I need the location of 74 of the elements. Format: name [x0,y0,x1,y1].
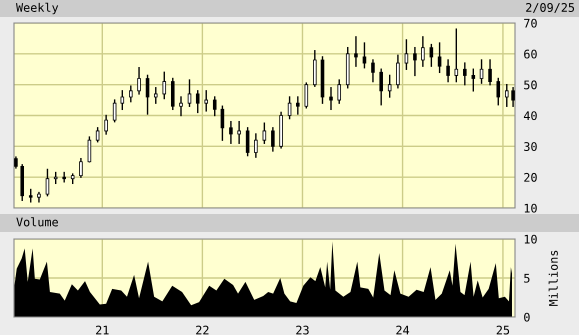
candlestick [212,96,217,116]
candlestick [438,42,442,74]
candlestick [354,36,358,67]
x-tick-label: 23 [296,326,309,335]
candlestick [154,87,158,104]
y-axis-title: Millions [548,250,558,306]
candlestick [37,192,41,203]
candlestick [472,68,476,92]
candlestick [396,54,400,88]
candlestick [254,133,258,158]
x-tick-label: 25 [496,326,510,335]
candlestick [196,90,200,114]
candlestick [54,172,58,184]
x-tick-label: 24 [396,326,410,334]
candlestick [179,96,183,116]
candlestick [271,127,275,152]
candlestick [288,96,292,120]
candlestick [262,122,266,144]
candlestick [14,156,18,169]
candlestick [421,36,425,67]
candlestick [46,168,50,196]
x-tick-label: 22 [196,326,208,334]
y-tick-label: 50 [524,80,537,90]
candlestick [220,106,224,141]
candlestick [229,120,233,144]
y-tick-label: 30 [524,142,537,152]
candlestick [88,136,92,162]
candlestick [511,87,515,107]
candlestick [70,173,74,184]
candlestick [188,79,192,107]
candlestick [296,96,300,115]
candlestick [463,62,467,86]
candlestick [246,127,250,156]
candlestick [488,59,492,86]
chart-title: Weekly [16,2,58,14]
candlestick [112,99,116,122]
chart-title: Volume [16,217,58,226]
candlestick [388,74,392,98]
candlestick [404,39,408,70]
candlestick [446,59,450,82]
y-tick-label: 10 [524,204,537,213]
candlestick [504,84,509,107]
candlestick [496,78,500,106]
candlestick [28,188,33,203]
candlestick [137,67,141,95]
y-tick-label: 70 [524,18,537,28]
candlestick [79,158,83,178]
candlestick [237,120,241,144]
candlestick [96,127,100,142]
candlestick [104,114,108,135]
candlestick [337,79,342,104]
y-tick-label: 0 [524,312,530,322]
text: 2/09/25 [526,3,574,13]
candlestick [204,90,208,112]
candlestick [413,46,417,76]
y-tick-label: 20 [524,172,537,182]
candlestick [129,86,133,102]
candlestick [379,68,383,106]
y-tick-label: 5 [524,274,530,283]
y-tick-label: 10 [524,234,537,244]
candlestick [430,44,434,67]
candlestick [454,28,458,82]
y-tick-label: 60 [524,50,537,59]
candlestick [329,87,333,110]
candlestick [304,82,308,108]
candlestick [371,59,375,82]
candlestick [480,59,484,84]
y-tick-label: 40 [524,111,537,120]
candlestick [62,172,66,182]
candlestick [162,72,166,100]
x-tick-label: 21 [96,326,109,334]
candlestick [146,74,150,115]
candlestick [362,42,366,68]
candlestick [120,90,124,110]
